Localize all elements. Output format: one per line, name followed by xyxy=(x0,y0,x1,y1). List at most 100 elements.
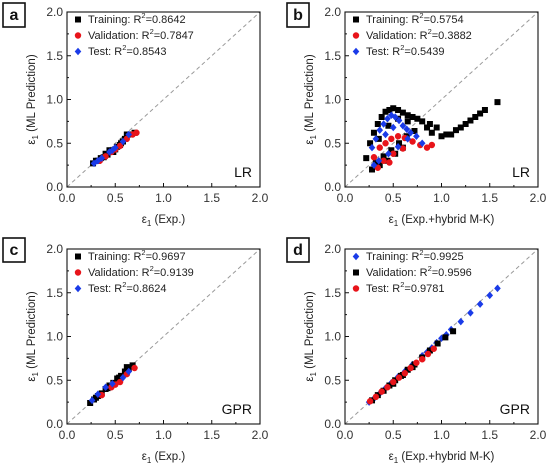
data-point xyxy=(87,400,94,406)
data-point xyxy=(386,159,393,166)
data-point xyxy=(443,131,450,138)
legend-entry: Validation: R2=0.9596 xyxy=(366,264,472,279)
x-tick-label: 0.5 xyxy=(385,428,402,442)
data-point xyxy=(395,107,402,113)
data-point xyxy=(363,155,370,162)
legend-marker xyxy=(352,47,360,56)
data-point xyxy=(390,105,397,112)
y-axis-label: ε1 (ML Prediction) xyxy=(26,54,40,145)
axes-frame xyxy=(66,11,261,188)
data-point xyxy=(409,138,416,145)
x-tick-label: 1.0 xyxy=(433,191,450,205)
x-tick-label: 0.5 xyxy=(385,191,402,205)
data-point xyxy=(404,135,412,143)
data-point xyxy=(413,359,420,366)
data-point xyxy=(404,112,411,119)
data-point xyxy=(434,340,441,347)
x-tick-label: 1.0 xyxy=(433,428,450,442)
y-tick-label: 0.5 xyxy=(46,136,63,150)
panel-label-box xyxy=(2,2,26,28)
data-point xyxy=(376,162,383,169)
data-point xyxy=(423,144,431,151)
series-training xyxy=(363,99,501,173)
axes-frame xyxy=(344,11,539,188)
data-point xyxy=(414,115,421,122)
data-point xyxy=(123,364,130,371)
data-point xyxy=(384,114,391,123)
data-point xyxy=(428,141,436,149)
y-tick-label: 1.0 xyxy=(324,93,341,107)
y-tick-label: 1.0 xyxy=(46,330,63,344)
data-point xyxy=(94,156,102,165)
data-point xyxy=(388,135,395,143)
x-tick-label: 1.0 xyxy=(155,191,172,205)
y-axis-label: ε1 (ML Prediction) xyxy=(26,291,40,382)
series-test xyxy=(88,367,133,405)
data-point xyxy=(407,128,414,137)
data-point xyxy=(442,334,449,341)
series-test xyxy=(366,345,437,405)
legend-entry: Validation: R2=0.3882 xyxy=(366,27,472,42)
data-point xyxy=(399,121,407,130)
legend-marker xyxy=(352,252,360,261)
panel-label: d xyxy=(293,242,303,259)
data-point xyxy=(366,398,374,405)
data-point xyxy=(481,107,488,113)
data-point xyxy=(380,153,387,160)
legend-marker xyxy=(75,16,81,23)
reference-line xyxy=(344,11,539,188)
x-tick-label: 0.5 xyxy=(107,428,124,442)
panel-b: b 0.0 0.5 1.0 1.5 2.0 0.0 0.5 1.0 1.5 2.0 Training:… xyxy=(286,2,547,228)
data-point xyxy=(462,121,469,127)
data-point xyxy=(457,124,464,131)
x-tick-label: 0.0 xyxy=(337,191,354,205)
data-point xyxy=(450,328,457,335)
x-axis-label: ε1 (Exp.+hybrid M-K) xyxy=(389,451,495,464)
y-tick-label: 1.5 xyxy=(46,286,63,300)
data-point xyxy=(94,390,102,399)
legend-entry: Training: R2=0.5754 xyxy=(366,11,464,26)
x-tick-label: 2.0 xyxy=(530,428,547,442)
data-point xyxy=(438,133,445,140)
legend-marker xyxy=(74,284,82,293)
legend-marker xyxy=(353,269,359,276)
legend-entry: Training: R2=0.8642 xyxy=(88,11,186,26)
data-point xyxy=(116,374,123,381)
data-point xyxy=(424,124,431,131)
data-point xyxy=(372,159,379,166)
y-tick-label: 1.5 xyxy=(324,49,341,63)
data-point xyxy=(404,118,411,125)
data-point xyxy=(378,114,385,120)
data-point xyxy=(385,149,392,158)
legend-marker xyxy=(75,253,81,260)
data-point xyxy=(413,132,420,141)
y-tick-label: 2.0 xyxy=(324,5,341,19)
panel-label: a xyxy=(10,7,19,24)
legend-entry: Test: R2=0.8624 xyxy=(88,280,166,295)
y-axis-label: ε1 (ML Prediction) xyxy=(304,291,318,382)
legend-entry: Training: R2=0.9697 xyxy=(88,248,186,263)
x-axis-label: ε1 (Exp.+hybrid M-K) xyxy=(389,214,495,228)
data-point xyxy=(426,121,433,127)
series-test xyxy=(368,111,426,169)
panel-c: c 0.0 0.5 1.0 1.5 2.0 0.0 0.5 1.0 1.5 2.0 Training:… xyxy=(2,237,269,464)
data-point xyxy=(369,166,376,173)
x-axis-label: ε1 (Exp.) xyxy=(142,451,186,464)
data-point xyxy=(448,131,455,138)
panel-a: a 0.0 0.5 1.0 1.5 2.0 0.0 0.5 1.0 1.5 2.0 Training:… xyxy=(2,2,269,228)
data-point xyxy=(418,139,426,148)
data-point xyxy=(389,123,397,132)
y-tick-label: 0.0 xyxy=(324,417,341,431)
data-point xyxy=(494,99,501,106)
axes-frame xyxy=(66,248,261,425)
data-point xyxy=(430,345,437,352)
data-point xyxy=(370,154,378,161)
legend-entry: Training: R2=0.9925 xyxy=(366,248,464,263)
data-point xyxy=(372,393,380,401)
data-point xyxy=(399,145,407,152)
data-point xyxy=(92,394,99,401)
method-label: GPR xyxy=(222,401,252,417)
data-point xyxy=(467,309,474,317)
y-tick-label: 2.0 xyxy=(46,242,63,256)
